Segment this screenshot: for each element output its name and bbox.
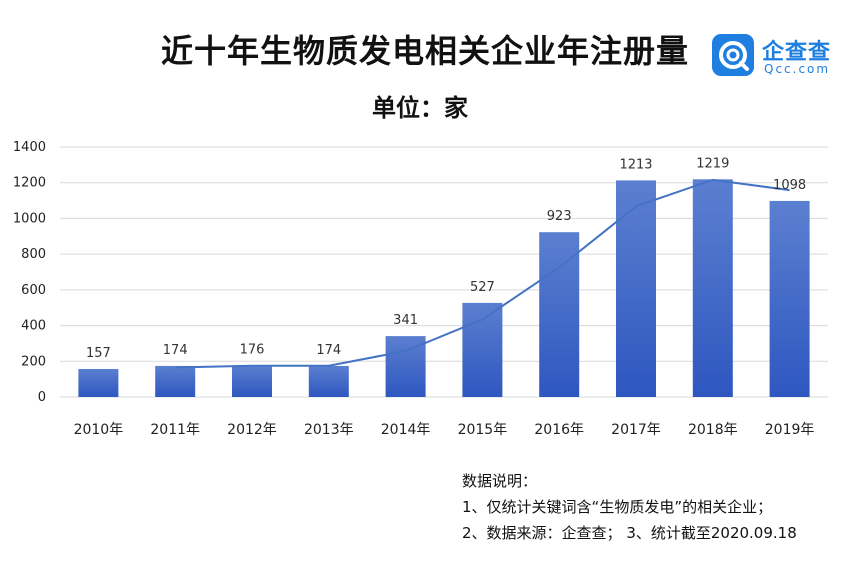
data-label: 527 [470, 280, 495, 295]
y-tick-label: 400 [21, 319, 46, 334]
y-tick-label: 0 [38, 390, 46, 405]
bar [232, 365, 272, 397]
data-label: 174 [316, 343, 341, 358]
x-tick-label: 2014年 [381, 422, 431, 438]
bar [462, 302, 503, 397]
data-label: 176 [240, 343, 265, 358]
qcc-logo: 企查查 Qcc.com [712, 34, 852, 80]
data-label: 1219 [696, 156, 729, 171]
x-axis: 2010年 2011年 2012年 2013年 2014年 2015年 2016年 2017年… [74, 422, 815, 438]
notes-heading: 数据说明： [462, 472, 538, 490]
y-tick-label: 200 [21, 354, 46, 369]
y-tick-label: 1000 [13, 211, 46, 226]
x-tick-label: 2019年 [765, 422, 815, 438]
x-tick-label: 2017年 [611, 422, 661, 438]
trend-line [175, 178, 790, 369]
data-label: 1098 [773, 178, 806, 193]
data-labels: 157 174 176 174 341 527 923 1213 1219 1098 [86, 156, 806, 361]
y-tick-label: 1400 [13, 140, 46, 155]
chart-subtitle: 单位：家 [372, 94, 468, 122]
notes-line-2: 2、数据来源：企查查； 3、统计截至2020.09.18 [462, 524, 797, 542]
data-label: 341 [393, 313, 418, 328]
chart-title: 近十年生物质发电相关企业年注册量 [160, 32, 689, 70]
x-tick-label: 2015年 [458, 422, 508, 438]
bar [692, 179, 733, 397]
logo-name-cn: 企查查 [762, 40, 832, 65]
bar [308, 365, 349, 397]
bar-chart: 0 200 400 600 800 1000 1200 1400 157 174 176 174 34… [13, 140, 828, 438]
bar [539, 232, 580, 397]
notes-line-1: 1、仅统计关键词含“生物质发电”的相关企业； [462, 498, 773, 516]
bar [78, 368, 119, 397]
data-label: 157 [86, 346, 111, 361]
data-label: 923 [547, 209, 572, 224]
bar [616, 180, 656, 397]
data-label: 1213 [619, 157, 652, 172]
data-label: 174 [163, 343, 188, 358]
x-tick-label: 2016年 [534, 422, 584, 438]
moving-average-line [175, 178, 790, 369]
x-tick-label: 2013年 [304, 422, 354, 438]
data-notes: 数据说明： 1、仅统计关键词含“生物质发电”的相关企业； 2、数据来源：企查查；… [462, 468, 797, 546]
bar [769, 200, 810, 397]
x-tick-label: 2010年 [74, 422, 124, 438]
logo-name-en: Qcc.com [764, 62, 831, 76]
y-axis: 0 200 400 600 800 1000 1200 1400 [13, 140, 46, 405]
x-tick-label: 2018年 [688, 422, 738, 438]
x-tick-label: 2012年 [227, 422, 277, 438]
y-tick-label: 800 [21, 247, 46, 262]
x-tick-label: 2011年 [150, 422, 200, 438]
qcc-logo-icon [712, 34, 754, 76]
y-tick-label: 600 [21, 283, 46, 298]
bars [78, 179, 810, 397]
y-tick-label: 1200 [13, 176, 46, 191]
bar [155, 365, 196, 397]
